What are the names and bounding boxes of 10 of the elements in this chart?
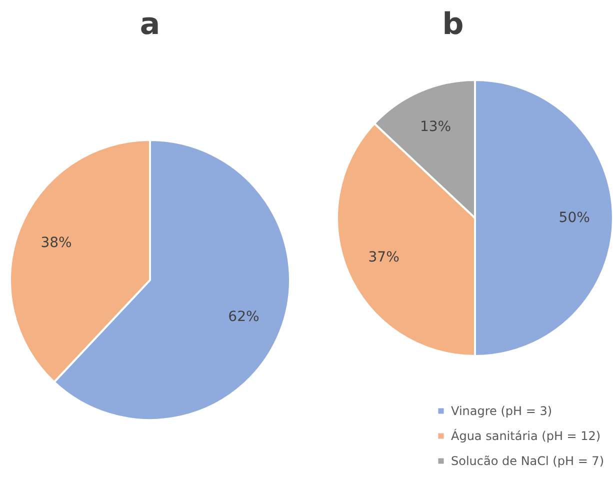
- data-label: 62%: [228, 309, 260, 326]
- legend-label: Vinagre (pH = 3): [451, 404, 552, 418]
- legend-label: Solucão de NaCl (pH = 7): [451, 454, 604, 468]
- data-label: 37%: [368, 249, 400, 266]
- chart-title: a: [140, 7, 160, 42]
- chart-title: b: [442, 7, 464, 42]
- data-label: 13%: [420, 118, 452, 135]
- data-label: 50%: [558, 210, 590, 226]
- legend-label: Água sanitária (pH = 12): [451, 428, 601, 443]
- data-label: 38%: [40, 234, 72, 251]
